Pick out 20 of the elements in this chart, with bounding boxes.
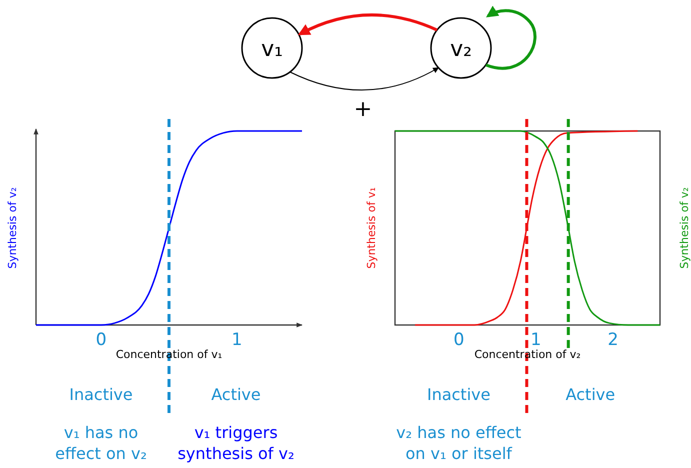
text: v₁ triggers synthesis of v₂ bbox=[178, 423, 294, 463]
text: Active bbox=[566, 385, 616, 404]
text: v₁ has no effect on v₂ bbox=[55, 423, 147, 463]
x-tick-label: 0 bbox=[454, 330, 464, 350]
text: v₁ bbox=[261, 37, 283, 62]
x-tick-label: 0 bbox=[96, 330, 107, 350]
text: v₂ has no effect on v₁ or itself bbox=[396, 423, 522, 463]
text: Inactive bbox=[426, 385, 490, 404]
text: v₂ bbox=[450, 37, 472, 62]
text: + bbox=[354, 97, 372, 122]
y2-axis-title: Synthesis of v₂ bbox=[678, 187, 691, 269]
x-axis-title: Concentration of v₂ bbox=[474, 348, 581, 361]
x-tick-label: 2 bbox=[608, 330, 618, 350]
x-axis-title: Concentration of v₁ bbox=[116, 348, 222, 361]
x-tick-label: 1 bbox=[231, 330, 242, 350]
text: Active bbox=[211, 385, 261, 404]
text: Inactive bbox=[69, 385, 133, 404]
y-axis-title: Synthesis of v₁ bbox=[365, 187, 378, 269]
y-axis-title: Synthesis of v₂ bbox=[6, 187, 19, 269]
x-tick-label: 1 bbox=[530, 330, 542, 350]
